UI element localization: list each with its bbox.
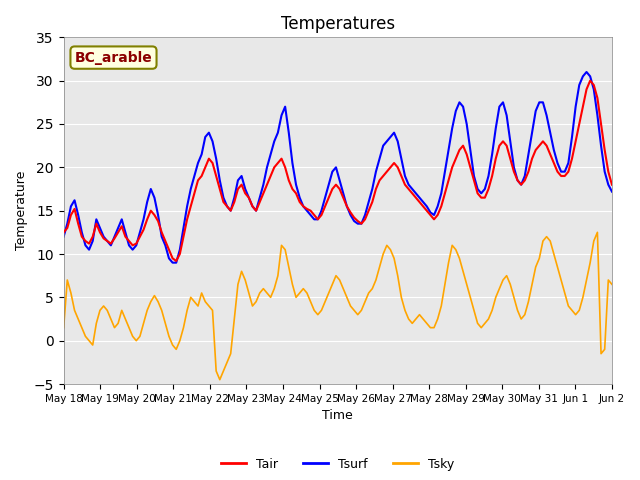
Tair <box>419 204 427 209</box>
Tsky <box>78 325 86 331</box>
Tsurf <box>252 208 260 214</box>
Tair <box>78 234 86 240</box>
Tsky <box>252 299 260 304</box>
Tsky <box>608 281 616 287</box>
Tsurf <box>143 199 151 205</box>
X-axis label: Time: Time <box>323 409 353 422</box>
Tsurf <box>169 260 177 265</box>
Tsurf <box>60 234 67 240</box>
Tsky <box>60 325 67 331</box>
Text: BC_arable: BC_arable <box>75 50 152 65</box>
Tsurf <box>419 199 427 205</box>
Tair <box>586 78 594 84</box>
Tsky <box>430 325 438 331</box>
Tsurf <box>430 212 438 218</box>
Tsurf <box>202 134 209 140</box>
Line: Tair: Tair <box>63 81 612 261</box>
Tsky <box>419 316 427 322</box>
Tair <box>430 216 438 222</box>
Tair <box>608 182 616 188</box>
Tsurf <box>608 189 616 194</box>
Tsurf <box>78 229 86 235</box>
Legend: Tair, Tsurf, Tsky: Tair, Tsurf, Tsky <box>216 453 460 476</box>
Tsky <box>216 377 223 383</box>
Tair <box>143 216 151 222</box>
Line: Tsky: Tsky <box>63 232 612 380</box>
Tsky <box>593 229 601 235</box>
Tair <box>60 229 67 235</box>
Y-axis label: Temperature: Temperature <box>15 171 28 251</box>
Tsky <box>198 290 205 296</box>
Tair <box>202 165 209 170</box>
Title: Temperatures: Temperatures <box>281 15 395 33</box>
Tsurf <box>582 69 590 75</box>
Tsky <box>143 308 151 313</box>
Line: Tsurf: Tsurf <box>63 72 612 263</box>
Tair <box>252 208 260 214</box>
Tair <box>172 258 180 264</box>
